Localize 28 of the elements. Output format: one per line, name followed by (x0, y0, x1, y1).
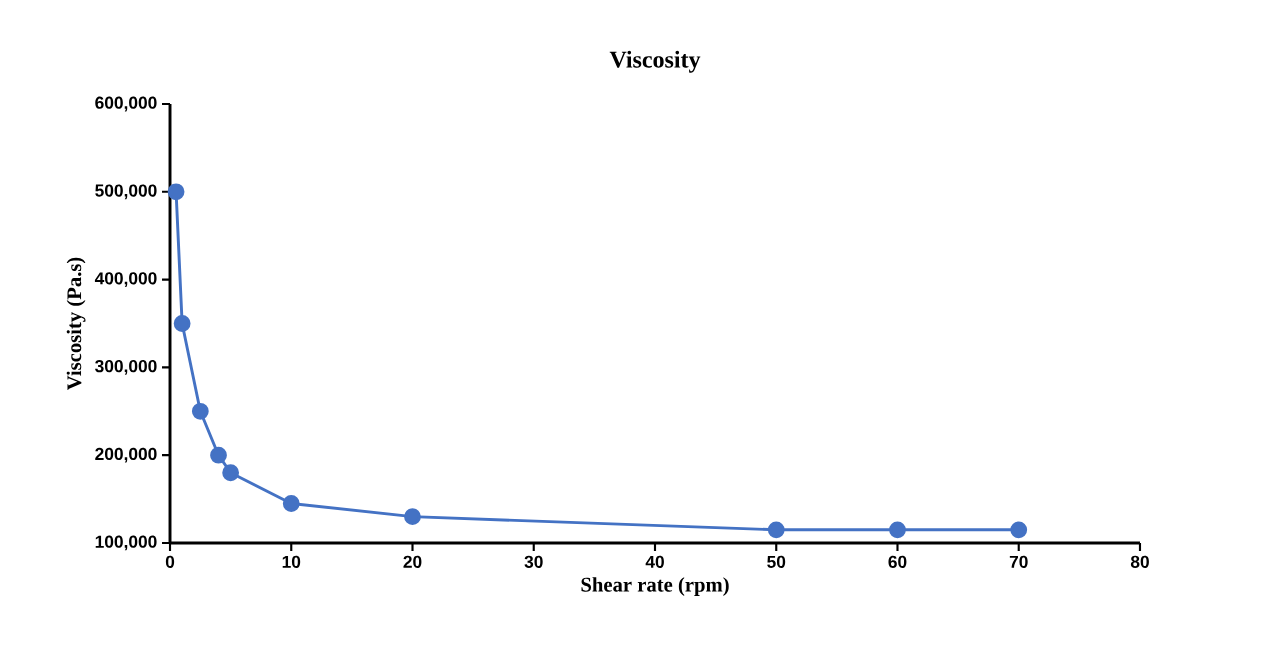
y-tick-label: 500,000 (95, 184, 157, 200)
x-tick-label: 40 (645, 555, 664, 568)
point (210, 446, 227, 464)
point (889, 521, 906, 539)
y-tick-label: 300,000 (95, 359, 157, 375)
point (222, 464, 240, 482)
x-tick-label: 80 (1130, 555, 1149, 568)
point (404, 508, 421, 526)
point (173, 315, 191, 332)
x-tick-label: 60 (888, 555, 907, 568)
point (767, 521, 785, 539)
y-axis-title: Viscosity (Pa.s) (66, 257, 86, 391)
y-tick-label: 100,000 (95, 535, 157, 551)
point (167, 183, 185, 201)
x-axis-title: Shear rate (rpm) (581, 577, 729, 596)
y-tick-label: 200,000 (95, 447, 157, 463)
x-tick-label: 0 (165, 555, 175, 568)
point (1010, 521, 1028, 539)
point (191, 402, 209, 420)
x-tick-label: 70 (1009, 555, 1028, 568)
x-tick-label: 30 (524, 555, 543, 568)
x-tick-label: 50 (767, 555, 786, 568)
x-tick-label: 10 (282, 555, 301, 568)
point (282, 495, 300, 512)
y-tick-label: 400,000 (94, 272, 157, 287)
chart-title: Viscosity (609, 50, 701, 73)
y-tick-label: 600,000 (95, 96, 157, 112)
x-tick-label: 20 (403, 555, 422, 568)
